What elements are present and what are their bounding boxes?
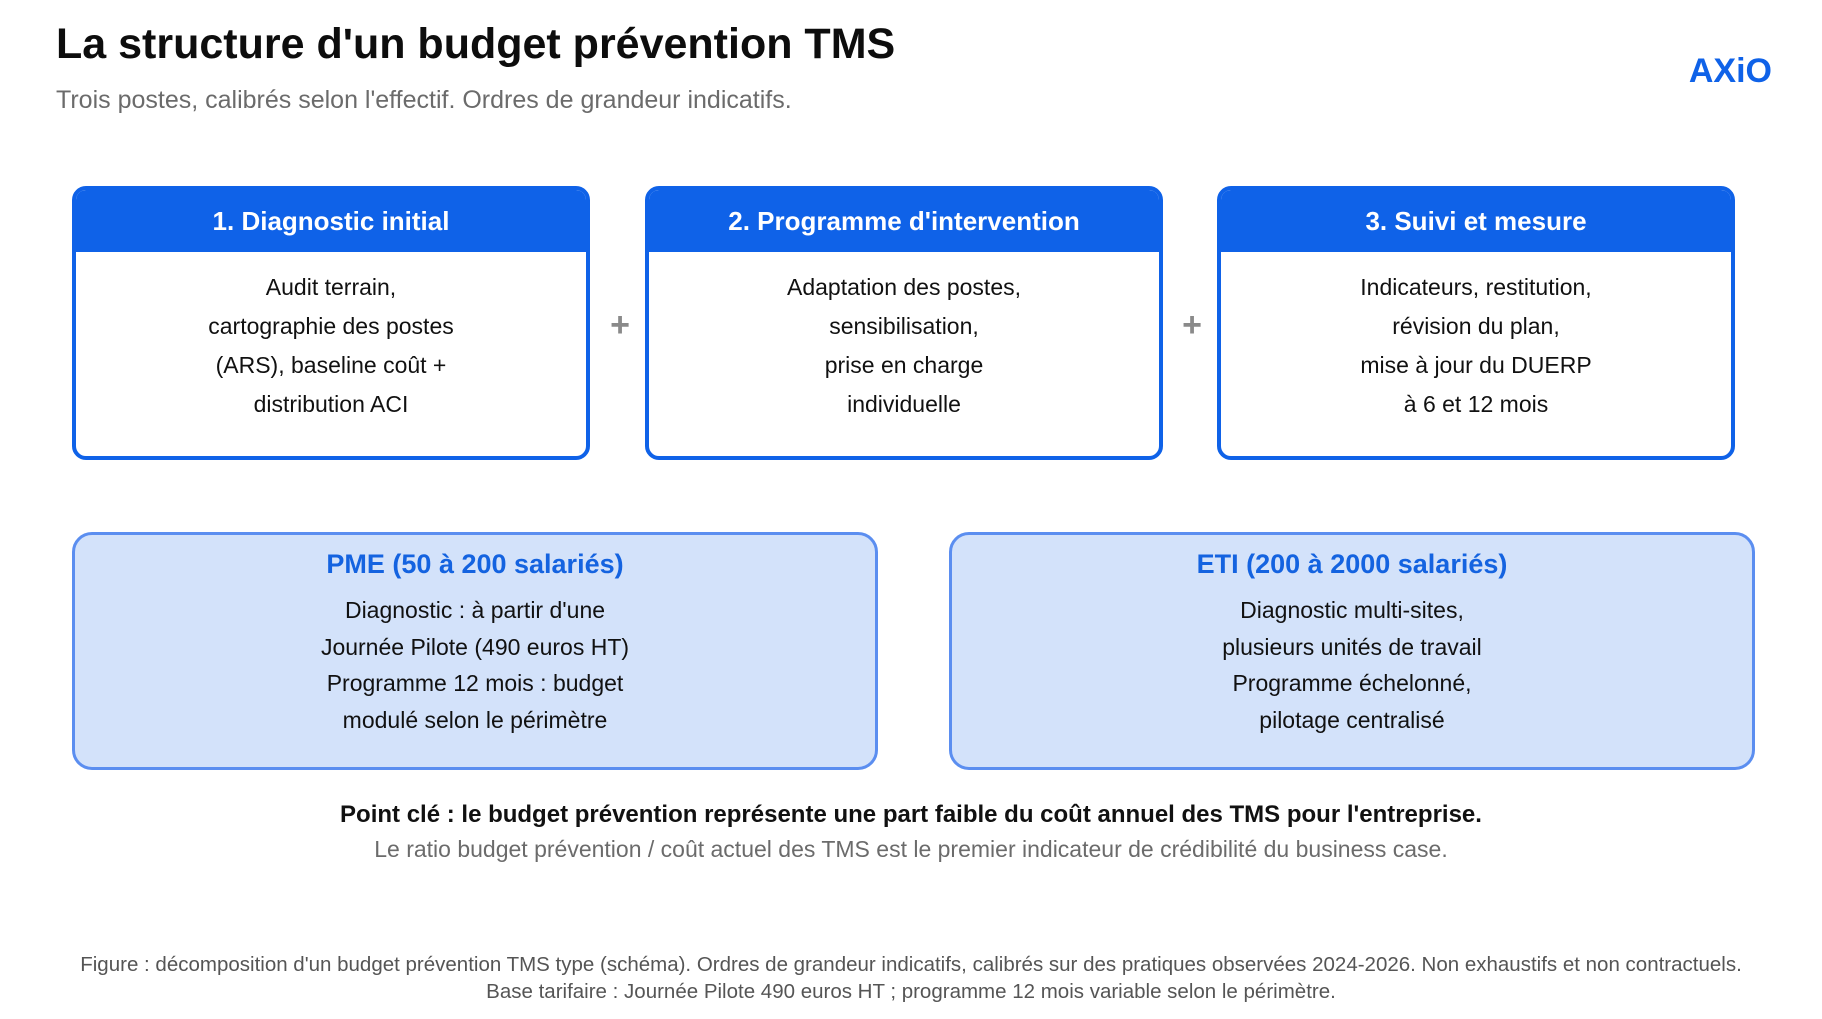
step-title: 2. Programme d'intervention: [649, 190, 1159, 252]
tier-line: Diagnostic multi-sites,: [1240, 597, 1464, 623]
brand-logo: AXiO: [1688, 52, 1772, 90]
tier-line: Programme 12 mois : budget: [326, 670, 624, 696]
tier-line: Diagnostic : à partir d'une: [344, 597, 606, 623]
page-title: La structure d'un budget prévention TMS: [56, 20, 896, 68]
step-box-programme: 2. Programme d'intervention Adaptation d…: [645, 186, 1163, 460]
figure-caption: Figure : décomposition d'un budget préve…: [0, 951, 1822, 1005]
tier-line: plusieurs unités de travail: [1222, 633, 1482, 660]
tier-box-pme: PME (50 à 200 salariés) Diagnostic : à p…: [72, 532, 878, 770]
step-line: Audit terrain,: [265, 274, 397, 300]
tier-line: pilotage centralisé: [1259, 706, 1445, 733]
step-line: individuelle: [847, 391, 961, 417]
caption-line: Figure : décomposition d'un budget préve…: [80, 953, 1742, 976]
step-description: Indicateurs, restitution, révision du pl…: [1221, 252, 1731, 424]
step-box-diagnostic: 1. Diagnostic initial Audit terrain, car…: [72, 186, 590, 460]
step-line: distribution ACI: [253, 391, 409, 417]
tier-description: Diagnostic : à partir d'une Journée Pilo…: [75, 592, 875, 738]
step-box-suivi: 3. Suivi et mesure Indicateurs, restitut…: [1217, 186, 1735, 460]
step-line: Indicateurs, restitution,: [1360, 274, 1592, 300]
step-title: 1. Diagnostic initial: [76, 190, 586, 252]
tier-title: PME (50 à 200 salariés): [326, 549, 624, 579]
plus-connector: +: [610, 306, 630, 344]
tier-line: Programme échelonné,: [1232, 670, 1472, 696]
step-line: mise à jour du DUERP: [1360, 352, 1592, 378]
key-point-detail: Le ratio budget prévention / coût actuel…: [374, 836, 1448, 862]
tier-box-eti: ETI (200 à 2000 salariés) Diagnostic mul…: [949, 532, 1755, 770]
step-line: Adaptation des postes,: [787, 274, 1021, 300]
step-line: sensibilisation,: [829, 313, 979, 339]
step-description: Adaptation des postes, sensibilisation, …: [649, 252, 1159, 424]
step-title: 3. Suivi et mesure: [1221, 190, 1731, 252]
step-line: cartographie des postes: [208, 313, 454, 339]
step-line: prise en charge: [824, 352, 984, 378]
tier-title: ETI (200 à 2000 salariés): [1196, 549, 1508, 579]
key-point-headline: Point clé : le budget prévention représe…: [340, 801, 1482, 828]
step-line: à 6 et 12 mois: [1403, 391, 1549, 417]
plus-connector: +: [1182, 306, 1202, 344]
caption-line: Base tarifaire : Journée Pilote 490 euro…: [486, 980, 1336, 1003]
step-description: Audit terrain, cartographie des postes (…: [76, 252, 586, 424]
step-line: révision du plan,: [1392, 313, 1560, 339]
tier-description: Diagnostic multi-sites, plusieurs unités…: [952, 592, 1752, 738]
step-line: (ARS), baseline coût +: [215, 352, 447, 378]
tier-line: Journée Pilote (490 euros HT): [320, 633, 630, 660]
tier-line: modulé selon le périmètre: [342, 706, 608, 733]
page-subtitle: Trois postes, calibrés selon l'effectif.…: [56, 86, 792, 114]
